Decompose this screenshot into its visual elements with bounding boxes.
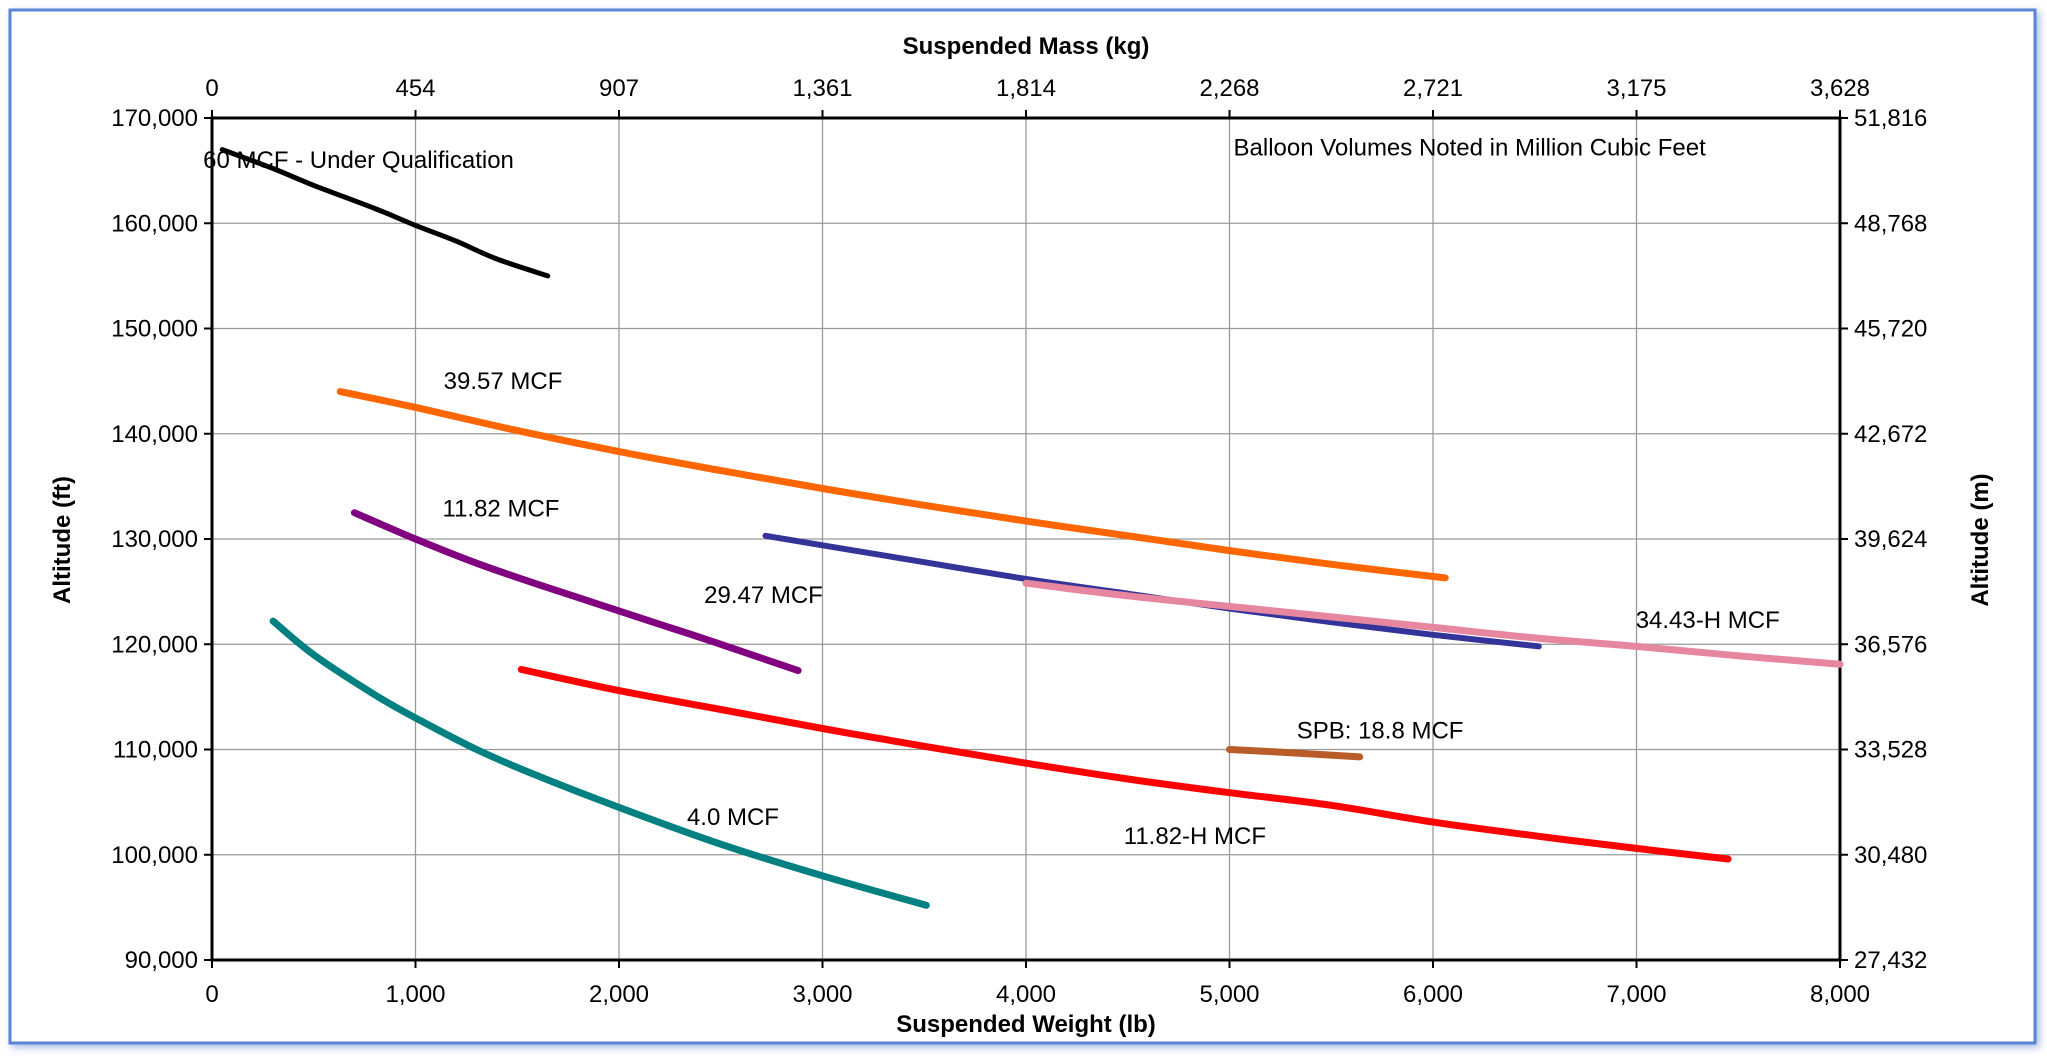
y2-tick-label: 48,768 — [1854, 210, 1927, 237]
series-line-60-mcf-under-qualification — [219, 147, 551, 279]
x2-tick-label: 0 — [205, 75, 218, 102]
annotation-spb-18-8-mcf: SPB: 18.8 MCF — [1297, 718, 1464, 745]
series-line-11-82-mcf — [350, 509, 802, 675]
x-axis-title: Suspended Weight (lb) — [896, 1011, 1156, 1038]
outer-border — [8, 8, 2037, 1045]
y-tick-label: 130,000 — [111, 526, 198, 553]
annotation-4-0-mcf: 4.0 MCF — [687, 804, 779, 831]
y2-tick-label: 39,624 — [1854, 526, 1927, 553]
axis-ticks: 0 0 1,000 454 2,000 907 3,000 1,361 4,000 1,814 5,… — [111, 75, 1927, 1008]
x-tick-label: 7,000 — [1606, 981, 1666, 1008]
y-tick-label: 110,000 — [113, 737, 198, 764]
annotation-11-82-h-mcf: 11.82-H MCF — [1124, 823, 1266, 850]
y2-axis-title: Altitude (m) — [1967, 473, 1994, 606]
annotation-balloon-volumes-noted-in-million-cubic-feet: Balloon Volumes Noted in Million Cubic F… — [1234, 134, 1707, 161]
y-tick-label: 170,000 — [111, 105, 198, 132]
series-line-39-57-mcf — [336, 388, 1449, 582]
x2-tick-label: 1,361 — [792, 75, 852, 102]
annotation-39-57-mcf: 39.57 MCF — [444, 368, 563, 395]
x2-tick-label: 3,628 — [1810, 75, 1870, 102]
x2-tick-label: 454 — [395, 75, 435, 102]
annotation-60-mcf-under-qualification: 60 MCF - Under Qualification — [203, 147, 514, 174]
annotation-34-43-h-mcf: 34.43-H MCF — [1636, 607, 1780, 634]
y-tick-label: 150,000 — [111, 316, 198, 343]
x-tick-label: 2,000 — [589, 981, 649, 1008]
x-tick-label: 1,000 — [385, 981, 445, 1008]
x-tick-label: 4,000 — [996, 981, 1056, 1008]
annotation-11-82-mcf: 11.82 MCF — [443, 495, 560, 522]
y2-tick-label: 45,720 — [1854, 316, 1927, 343]
x-tick-label: 8,000 — [1810, 981, 1870, 1008]
y-tick-label: 140,000 — [111, 421, 198, 448]
y2-tick-label: 27,432 — [1854, 947, 1927, 974]
x-tick-label: 6,000 — [1403, 981, 1463, 1008]
y-axis-title: Altitude (ft) — [49, 476, 76, 604]
x2-tick-label: 3,175 — [1606, 75, 1666, 102]
data-series — [219, 147, 1844, 909]
x2-tick-label: 907 — [599, 75, 639, 102]
y2-tick-label: 36,576 — [1854, 631, 1927, 658]
x2-tick-label: 1,814 — [996, 75, 1056, 102]
series-line-11-82-h-mcf — [517, 666, 1732, 863]
x2-tick-label: 2,268 — [1199, 75, 1259, 102]
x2-axis-title: Suspended Mass (kg) — [903, 33, 1150, 60]
series-line-4-0-mcf — [269, 617, 930, 909]
series-line-spb-18-8-mcf — [1226, 746, 1364, 761]
x2-tick-label: 2,721 — [1403, 75, 1463, 102]
y-tick-label: 120,000 — [111, 631, 198, 658]
y2-tick-label: 51,816 — [1854, 105, 1927, 132]
x-tick-label: 3,000 — [792, 981, 852, 1008]
x-tick-label: 5,000 — [1199, 981, 1259, 1008]
series-labels: 60 MCF - Under Qualification Balloon Volu… — [203, 134, 1780, 849]
y-tick-label: 90,000 — [125, 947, 198, 974]
y-tick-label: 160,000 — [111, 210, 198, 237]
x-tick-label: 0 — [205, 981, 218, 1008]
annotation-29-47-mcf: 29.47 MCF — [704, 582, 823, 609]
y-tick-label: 100,000 — [111, 842, 198, 869]
y2-tick-label: 30,480 — [1854, 842, 1927, 869]
series-line-34-43-h-mcf — [1022, 579, 1844, 668]
y2-tick-label: 42,672 — [1854, 421, 1927, 448]
y2-tick-label: 33,528 — [1854, 737, 1927, 764]
